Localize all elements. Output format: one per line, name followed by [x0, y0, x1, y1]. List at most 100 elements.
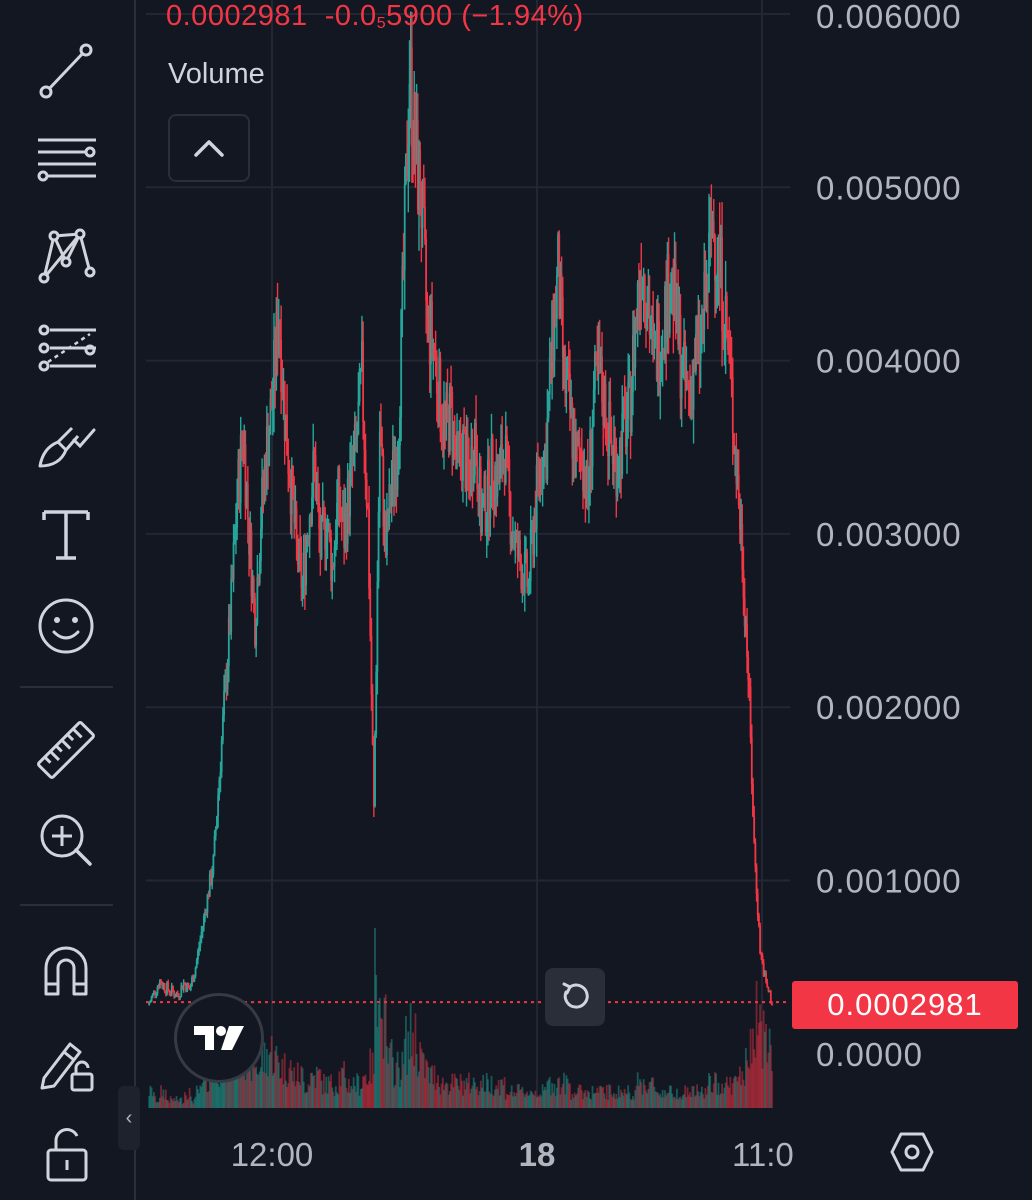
candle-body [473, 422, 476, 476]
volume-bar [352, 1077, 355, 1108]
volume-bar [566, 1078, 569, 1108]
candle-body [457, 431, 460, 441]
volume-bar [620, 1089, 622, 1108]
candle-body [164, 991, 167, 995]
collapse-pane-button[interactable] [168, 114, 250, 182]
zoom-in-tool[interactable] [28, 802, 104, 878]
candle-body [737, 474, 740, 506]
lock-drawings-tool[interactable] [28, 1024, 104, 1100]
volume-bar [328, 1081, 331, 1108]
volume-bar [207, 1091, 210, 1108]
candle-body [723, 342, 726, 344]
candle-body [739, 505, 741, 530]
candle-body [319, 529, 322, 558]
candle-body [315, 490, 318, 500]
tradingview-logo[interactable] [174, 993, 264, 1083]
volume-bar [716, 1094, 719, 1108]
magnet-tool[interactable] [28, 932, 104, 1008]
candle-body [282, 381, 285, 393]
volume-indicator-label[interactable]: Volume [168, 58, 265, 90]
x-tick-label: 12:00 [231, 1136, 314, 1173]
candle-body [685, 370, 688, 383]
candle-body [208, 874, 211, 897]
candle-body [332, 565, 335, 568]
volume-bar [702, 1094, 704, 1108]
candle-body [426, 300, 429, 315]
candle-body [376, 581, 379, 672]
text-tool[interactable] [28, 496, 104, 572]
volume-bar [752, 1028, 754, 1108]
volume-bar [683, 1094, 685, 1108]
candle-body [472, 475, 475, 483]
volume-bar [554, 1095, 557, 1108]
chevron-up-icon [194, 140, 224, 157]
candle-body [187, 982, 190, 987]
candle-body [579, 449, 582, 453]
candle-body [154, 990, 157, 996]
volume-bar [347, 1078, 350, 1108]
candle-body [239, 435, 242, 503]
volume-bar [576, 1093, 578, 1108]
candle-body [572, 431, 575, 459]
fib-retracement-tool[interactable] [28, 310, 104, 386]
volume-bar [574, 1095, 577, 1108]
candle-body [225, 676, 228, 690]
volume-bar [390, 1039, 393, 1108]
candle-body [750, 737, 753, 785]
candle-body [356, 434, 359, 439]
candle-body [242, 446, 244, 450]
candle-body [205, 911, 208, 913]
candle-body [728, 350, 731, 352]
volume-bar [653, 1086, 656, 1108]
volume-bar [321, 1094, 324, 1108]
emoji-tool[interactable] [28, 588, 104, 664]
candle-body [594, 352, 596, 390]
volume-bar [582, 1099, 584, 1108]
volume-bar [736, 1081, 739, 1108]
volume-bar [614, 1098, 617, 1108]
trend-line-tool[interactable] [28, 32, 104, 108]
volume-bar [399, 1087, 401, 1108]
volume-bar [218, 1086, 221, 1108]
chart-settings-button[interactable] [884, 1124, 940, 1180]
candle-body [580, 452, 583, 467]
volume-bar [268, 1054, 271, 1108]
pattern-tool[interactable] [28, 216, 104, 292]
volume-bar [182, 1102, 185, 1108]
candle-body [333, 547, 336, 568]
price-axis: 0.006000 0.005000 0.004000 0.003000 0.002000… [816, 0, 961, 1073]
candle-body [553, 303, 556, 361]
candle-body [416, 119, 419, 210]
volume-bar [571, 1094, 574, 1108]
candle-body [362, 341, 365, 423]
candle-body [429, 301, 432, 365]
candle-body [149, 1001, 152, 1003]
candle-body [194, 967, 197, 977]
horizontal-lines-tool[interactable] [28, 122, 104, 198]
volume-bar [652, 1077, 655, 1108]
candle-body [469, 478, 472, 494]
candle-body [497, 462, 500, 483]
volume-bar [236, 1070, 239, 1108]
candle-body [151, 993, 154, 997]
volume-bar [292, 1081, 294, 1108]
lock-tool[interactable] [28, 1116, 104, 1192]
candle-body [451, 391, 454, 451]
volume-bar [336, 1092, 338, 1108]
candle-body [355, 423, 357, 439]
volume-bar [680, 1099, 683, 1108]
candle-body [692, 365, 695, 410]
volume-bar [737, 1076, 740, 1108]
candle-body [167, 982, 170, 991]
volume-bar [536, 1095, 539, 1108]
brush-tool[interactable] [28, 404, 104, 480]
collapse-toolbar-button[interactable]: ‹ [118, 1086, 140, 1150]
reset-chart-button[interactable] [545, 968, 605, 1026]
volume-bar [213, 1081, 216, 1108]
candle-body [283, 381, 286, 441]
candle-body [605, 438, 608, 440]
candle-body [654, 331, 657, 335]
candle-body [374, 734, 376, 806]
ruler-tool[interactable] [28, 712, 104, 788]
